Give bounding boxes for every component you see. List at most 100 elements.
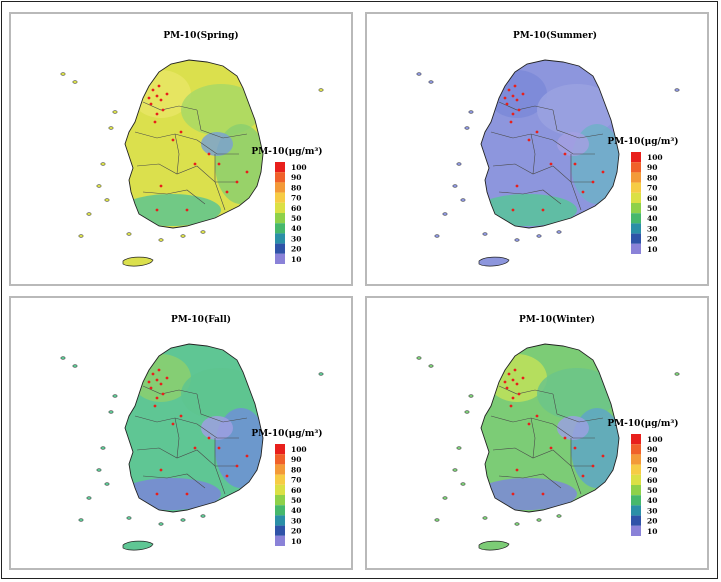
concentration-zones	[125, 70, 263, 226]
legend-tick: 50	[291, 214, 301, 223]
hotspot-marker	[517, 392, 521, 396]
province-boundary	[552, 393, 604, 423]
panel-title: PM-10(Summer)	[513, 30, 597, 41]
island	[78, 234, 84, 238]
province-boundary	[570, 438, 582, 495]
island	[318, 88, 324, 92]
legend-swatch	[275, 182, 285, 193]
island	[180, 518, 186, 522]
island	[60, 72, 66, 76]
hotspot-marker	[509, 404, 513, 408]
legend-swatch	[631, 233, 641, 244]
coastline	[480, 59, 620, 229]
hotspot-marker	[573, 446, 577, 450]
hotspot-marker	[563, 152, 567, 156]
island	[452, 184, 458, 188]
island	[100, 162, 106, 166]
legend-tick: 30	[291, 516, 301, 525]
hotspot-marker	[515, 98, 519, 102]
map-panel-summer: PM-10(Summer) PM-10(μg/m³) 100 90 80 70 60 50 40…	[365, 12, 709, 286]
hotspot-marker	[503, 96, 507, 100]
legend-swatch	[631, 495, 641, 506]
legend-tick: 20	[647, 517, 657, 526]
province-boundary	[174, 417, 180, 459]
island	[460, 482, 466, 486]
hotspot-marker	[235, 180, 239, 184]
island	[200, 230, 206, 234]
hotspot-marker	[159, 382, 163, 386]
legend-tick: 30	[647, 224, 657, 233]
island	[464, 410, 470, 414]
panel-title: PM-10(Spring)	[163, 30, 238, 41]
hotspot-marker	[157, 84, 161, 88]
pm10-zone	[481, 194, 577, 226]
legend-tick: 60	[291, 486, 301, 495]
legend-swatch	[631, 243, 641, 254]
legend-swatch	[275, 243, 285, 254]
island	[434, 234, 440, 238]
island	[108, 410, 114, 414]
legend-tick: 70	[647, 466, 657, 475]
province-boundary	[498, 385, 554, 395]
hotspot-marker	[171, 138, 175, 142]
island	[464, 126, 470, 130]
legend-title: PM-10(μg/m³)	[607, 136, 678, 147]
hotspot-marker	[521, 376, 525, 380]
legend-tick: 10	[291, 255, 301, 264]
legend-title: PM-10(μg/m³)	[607, 418, 678, 429]
province-boundary	[142, 101, 198, 111]
legend-tick: 50	[647, 486, 657, 495]
legend-tick: 10	[647, 245, 657, 254]
hotspot-marker	[185, 208, 189, 212]
legend-tick: 30	[647, 506, 657, 515]
island	[556, 514, 562, 518]
legend-swatch	[275, 535, 285, 546]
legend-tick: 80	[291, 465, 301, 474]
legend-swatch	[275, 253, 285, 264]
legend-swatch	[275, 202, 285, 213]
province-boundary	[136, 163, 237, 183]
province-boundary	[492, 447, 593, 467]
province-boundary	[134, 415, 239, 439]
jeju-island	[478, 540, 510, 551]
legend-swatch	[631, 192, 641, 203]
map-panel-spring: PM-10(Spring) PM-10(μg/m³) 100 90 80 70 60 50 40…	[9, 12, 353, 286]
island	[108, 126, 114, 130]
hotspot-marker	[155, 378, 159, 382]
island	[416, 356, 422, 360]
island	[112, 394, 118, 398]
legend-swatch	[275, 213, 285, 224]
hotspot-marker	[171, 422, 175, 426]
pm10-zone	[537, 84, 617, 136]
province-boundary	[552, 109, 604, 139]
province-boundary	[570, 154, 582, 211]
province-boundary	[498, 101, 554, 111]
hotspot-marker	[507, 372, 511, 376]
legend-swatch	[275, 233, 285, 244]
hotspot-marker	[507, 88, 511, 92]
hotspot-marker	[245, 170, 249, 174]
legend-tick: 10	[647, 527, 657, 536]
island	[158, 522, 164, 526]
hotspot-marker	[535, 414, 539, 418]
province-boundary	[142, 189, 206, 205]
hotspot-marker	[207, 436, 211, 440]
legend-tick: 30	[291, 234, 301, 243]
island	[482, 516, 488, 520]
legend-swatch	[631, 454, 641, 465]
coastline	[480, 343, 620, 513]
coastline	[124, 343, 264, 513]
legend-swatch	[631, 213, 641, 224]
hotspot-marker	[511, 378, 515, 382]
island	[126, 516, 132, 520]
island	[482, 232, 488, 236]
island	[428, 80, 434, 84]
legend-tick: 90	[291, 455, 301, 464]
hotspot-marker	[155, 396, 159, 400]
legend-tick: 70	[291, 476, 301, 485]
hotspot-marker	[563, 436, 567, 440]
hotspot-marker	[153, 404, 157, 408]
hotspot-marker	[581, 474, 585, 478]
hotspot-marker	[549, 446, 553, 450]
province-boundary	[214, 438, 226, 495]
